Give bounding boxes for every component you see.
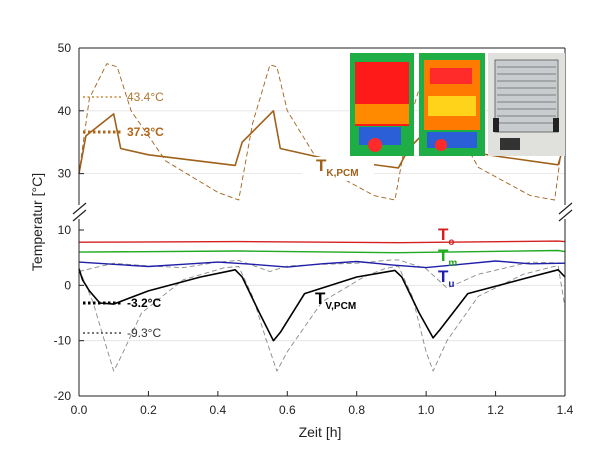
annotation-lower-pcm: -3.2°C (127, 296, 161, 310)
series-line-t-o (78, 240, 566, 244)
y-axis-title: Temperatur [°C] (29, 173, 45, 271)
x-tick-label: 1.4 (557, 403, 574, 417)
thermal-image-1 (350, 53, 414, 156)
series-label-t-v-main: T (315, 289, 326, 308)
series-label-t-u: Tu (438, 267, 455, 290)
y-tick-label: 30 (58, 167, 72, 181)
reference-series-layer (78, 63, 566, 372)
x-tick-label: 1.2 (487, 403, 504, 417)
y-tick-label: 10 (58, 223, 72, 237)
series-label-t-k-sub: K,PCM (326, 168, 358, 179)
x-tick-label: 0.0 (71, 403, 88, 417)
series-line-t-m (78, 249, 566, 254)
series-label-t-u-main: T (438, 267, 449, 286)
y-tick-label: -10 (54, 334, 72, 348)
x-tick-label: 0.8 (348, 403, 365, 417)
axis-break-gap-left (70, 205, 90, 219)
series-label-t-o-sub: o (448, 237, 454, 248)
series-label-t-v-pcm: TV,PCM (315, 289, 356, 312)
x-tick-label: 0.4 (210, 403, 227, 417)
series-label-t-v-sub: V,PCM (325, 301, 356, 312)
annotations: 43.4°C 37.3°C -3.2°C -9.3°C (83, 90, 164, 340)
tick-labels: 30 40 50 -20 -10 0 10 0.0 0.2 0.4 0.6 0.8 1.0 1.2 1.4 (54, 41, 574, 417)
x-tick-label: 0.6 (279, 403, 296, 417)
series-label-t-o: To (438, 225, 455, 248)
x-tick-label: 1.0 (418, 403, 435, 417)
thermal-image-2 (419, 53, 485, 156)
y-tick-label: 50 (58, 41, 72, 55)
series-label-t-u-sub: u (448, 279, 454, 290)
y-tick-label: -20 (54, 389, 72, 403)
series-label-t-m-main: T (438, 246, 449, 265)
series-line-t-v-reference-2 (78, 259, 566, 289)
series-label-t-k-pcm: TK,PCM (316, 156, 359, 179)
series-label-t-m-sub: m (448, 258, 457, 269)
axis-break-mark-4 (558, 209, 573, 222)
series-label-t-m: Tm (438, 246, 457, 269)
x-axis-title: Zeit [h] (299, 424, 342, 440)
series-label-bg-t-k (302, 157, 374, 181)
axis-break-mark-2 (72, 209, 87, 222)
series-labels: TK,PCM To Tm Tu TV,PCM (302, 156, 457, 312)
y-tick-label: 0 (64, 278, 71, 292)
x-tick-label: 0.2 (140, 403, 157, 417)
axis-break-mark-3 (558, 202, 573, 215)
series-label-t-k-main: T (316, 156, 327, 175)
y-tick-label: 40 (58, 104, 72, 118)
annotation-lower-dashed: -9.3°C (127, 326, 161, 340)
axis-break-gap-right (556, 205, 576, 219)
series-label-t-o-main: T (438, 225, 449, 244)
axis-break-mark-1 (72, 202, 87, 215)
series-line-t-v-reference (78, 264, 566, 372)
series-line-t-u (78, 260, 566, 269)
series-line-t-k-reference (78, 63, 566, 201)
inset-photos (350, 53, 565, 156)
annotation-upper-dashed: 43.4°C (127, 90, 164, 104)
annotation-upper-pcm: 37.3°C (127, 125, 164, 139)
evaporator-photo (488, 53, 565, 156)
